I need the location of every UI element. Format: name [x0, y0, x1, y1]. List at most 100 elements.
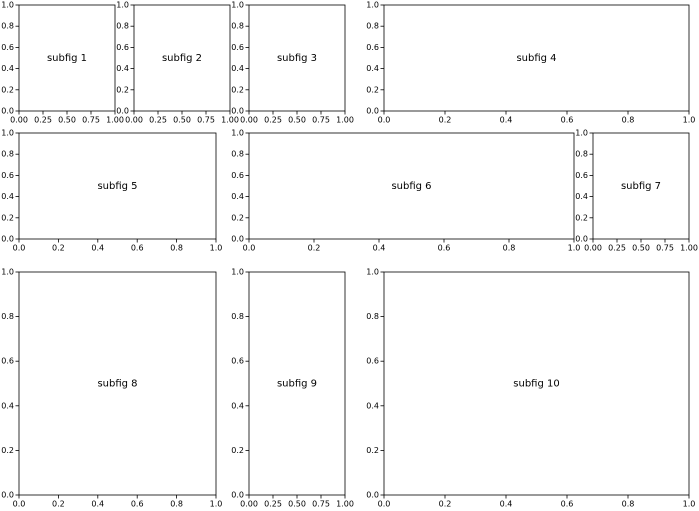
x-tick-label: 0.8	[503, 244, 516, 253]
y-tick-label: 0.6	[231, 43, 244, 52]
x-tick-label: 0.00	[10, 116, 28, 125]
y-tick-label: 0.8	[231, 312, 244, 321]
y-tick-label: 0.4	[575, 192, 588, 201]
y-tick-label: 0.0	[231, 107, 244, 116]
axes-frame	[18, 271, 217, 496]
x-tick-label: 1.00	[336, 500, 354, 509]
x-tick-label: 0.25	[264, 500, 282, 509]
y-tick-label: 0.0	[1, 491, 14, 500]
y-tick-label: 1.0	[366, 268, 379, 277]
x-tick-label: 0.4	[500, 116, 513, 125]
x-tick-label: 0.00	[584, 244, 602, 253]
x-tick-label: 0.75	[656, 244, 674, 253]
x-tick-label: 0.0	[243, 244, 256, 253]
y-tick-label: 0.6	[116, 43, 129, 52]
y-tick-label: 0.2	[1, 85, 14, 94]
axes-frame	[248, 132, 575, 240]
annotation: subfig 4	[516, 53, 556, 64]
x-tick-label: 1.0	[210, 500, 223, 509]
x-tick-label: 0.0	[378, 500, 391, 509]
y-tick-label: 0.8	[366, 312, 379, 321]
y-tick-label: 0.8	[1, 312, 14, 321]
x-tick-label: 0.25	[149, 116, 167, 125]
annotation: subfig 2	[162, 53, 202, 64]
y-tick-label: 0.8	[231, 150, 244, 159]
x-tick-label: 0.4	[500, 500, 513, 509]
y-tick-label: 1.0	[575, 129, 588, 138]
x-tick-label: 0.8	[170, 244, 183, 253]
y-tick-label: 0.0	[366, 107, 379, 116]
y-tick-label: 1.0	[231, 1, 244, 10]
y-tick-label: 0.6	[1, 43, 14, 52]
x-tick-label: 0.4	[91, 500, 104, 509]
x-tick-label: 0.6	[561, 500, 574, 509]
y-tick-label: 0.6	[1, 357, 14, 366]
x-tick-label: 0.75	[312, 116, 330, 125]
x-tick-label: 1.0	[683, 116, 696, 125]
annotation: subfig 5	[97, 181, 137, 192]
x-tick-label: 0.0	[378, 116, 391, 125]
annotation: subfig 1	[47, 53, 87, 64]
y-tick-label: 0.8	[116, 22, 129, 31]
annotation: subfig 3	[277, 53, 317, 64]
y-tick-label: 1.0	[366, 1, 379, 10]
x-tick-label: 0.0	[13, 244, 26, 253]
y-tick-label: 0.4	[1, 64, 14, 73]
x-tick-label: 0.25	[34, 116, 52, 125]
x-tick-label: 0.2	[308, 244, 321, 253]
y-tick-label: 0.4	[366, 401, 379, 410]
annotation: subfig 6	[391, 181, 431, 192]
y-tick-label: 0.8	[1, 150, 14, 159]
y-tick-label: 0.4	[366, 64, 379, 73]
y-tick-label: 0.0	[366, 491, 379, 500]
x-tick-label: 0.4	[373, 244, 386, 253]
y-tick-label: 0.2	[366, 446, 379, 455]
x-tick-label: 1.0	[568, 244, 581, 253]
x-tick-label: 0.8	[622, 116, 635, 125]
x-tick-label: 0.6	[131, 500, 144, 509]
x-tick-label: 0.00	[240, 500, 258, 509]
annotation: subfig 7	[621, 181, 661, 192]
y-tick-label: 0.4	[231, 401, 244, 410]
y-tick-label: 1.0	[1, 268, 14, 277]
y-tick-label: 0.2	[231, 446, 244, 455]
x-tick-label: 0.8	[622, 500, 635, 509]
x-tick-label: 0.4	[91, 244, 104, 253]
y-tick-label: 0.0	[231, 235, 244, 244]
x-tick-label: 0.50	[632, 244, 650, 253]
y-tick-label: 0.6	[1, 171, 14, 180]
y-tick-label: 0.2	[231, 85, 244, 94]
y-tick-label: 0.4	[231, 64, 244, 73]
y-tick-label: 0.2	[1, 446, 14, 455]
x-tick-label: 1.00	[106, 116, 124, 125]
x-tick-label: 1.00	[336, 116, 354, 125]
y-tick-label: 0.0	[1, 235, 14, 244]
x-tick-label: 0.6	[131, 244, 144, 253]
y-tick-label: 0.6	[366, 357, 379, 366]
y-tick-label: 0.2	[231, 213, 244, 222]
y-tick-label: 0.8	[231, 22, 244, 31]
x-tick-label: 0.2	[52, 500, 65, 509]
y-tick-label: 0.8	[366, 22, 379, 31]
x-tick-label: 0.2	[439, 500, 452, 509]
x-tick-label: 0.00	[240, 116, 258, 125]
x-tick-label: 0.2	[52, 244, 65, 253]
x-tick-label: 0.75	[197, 116, 215, 125]
x-tick-label: 0.75	[312, 500, 330, 509]
x-tick-label: 0.25	[608, 244, 626, 253]
y-tick-label: 0.4	[1, 401, 14, 410]
x-tick-label: 0.50	[288, 500, 306, 509]
y-tick-label: 0.8	[575, 150, 588, 159]
y-tick-label: 0.4	[116, 64, 129, 73]
y-tick-label: 1.0	[231, 129, 244, 138]
y-tick-label: 1.0	[1, 129, 14, 138]
x-tick-label: 1.00	[221, 116, 239, 125]
axes-frame	[383, 4, 690, 112]
y-tick-label: 0.6	[231, 171, 244, 180]
annotation: subfig 10	[513, 379, 559, 390]
y-tick-label: 0.2	[1, 213, 14, 222]
y-tick-label: 1.0	[1, 1, 14, 10]
y-tick-label: 0.4	[1, 192, 14, 201]
x-tick-label: 1.0	[683, 500, 696, 509]
